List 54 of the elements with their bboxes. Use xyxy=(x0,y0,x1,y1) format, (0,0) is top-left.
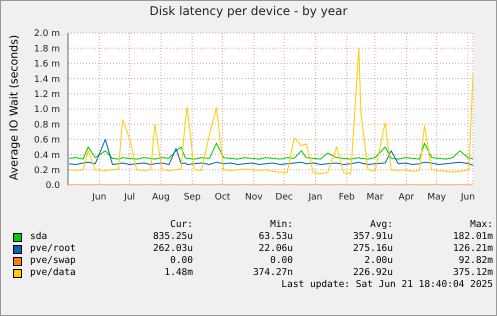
line-series xyxy=(68,138,473,166)
text: 92.82m xyxy=(458,255,493,267)
text: Min: xyxy=(269,219,293,231)
y-tick-label: 1.2 m xyxy=(34,90,60,100)
text: 22.06u xyxy=(258,243,293,255)
text: 374.27n xyxy=(252,267,293,279)
legend-label: pve/root xyxy=(30,243,76,255)
x-tick-label: May xyxy=(427,192,447,202)
text: 126.21m xyxy=(452,243,493,255)
y-tick-label: 1.4 m xyxy=(34,74,60,85)
x-tick-label: Jun xyxy=(460,192,475,202)
y-tick-label: 0.4 m xyxy=(34,150,60,161)
text: Cur: xyxy=(169,219,193,231)
text: 375.12m xyxy=(452,267,493,279)
x-tick-label: Nov xyxy=(245,192,264,202)
legend-label: sda xyxy=(30,231,48,243)
text: 1.48m xyxy=(163,267,193,279)
chart-title: Disk latency per device - by year xyxy=(148,4,348,18)
y-axis-title: Average IO Wait (seconds) xyxy=(8,34,20,182)
y-tick-label: 1.6 m xyxy=(34,60,60,70)
y-tick-label: 0.8 m xyxy=(34,120,60,130)
x-tick-label: Feb xyxy=(338,192,356,202)
text: 262.03u xyxy=(152,243,193,255)
y-tick-label: 1.8 m xyxy=(34,44,60,54)
legend-label: pve/data xyxy=(30,267,76,279)
text: 226.92u xyxy=(352,267,393,279)
y-tick-label: 0.2 m xyxy=(34,166,60,176)
y-tick-label: 0.0 xyxy=(46,181,60,192)
text: Avg: xyxy=(369,219,393,231)
text: 0.00 xyxy=(169,255,193,267)
text: 835.25u xyxy=(152,231,193,243)
text: Last update: Sat Jun 21 18:40:04 2025 xyxy=(280,279,493,291)
x-tick-label: Jan xyxy=(308,192,322,202)
text: 275.16u xyxy=(352,243,393,255)
text: 63.53u xyxy=(258,231,293,243)
x-tick-label: Jul xyxy=(123,192,136,202)
text: 357.91u xyxy=(352,231,393,243)
x-tick-label: Jun xyxy=(91,192,106,202)
text: 2.00u xyxy=(363,255,393,267)
text: 0.00 xyxy=(269,255,293,267)
x-tick-label: Mar xyxy=(366,192,384,202)
line-series xyxy=(68,142,473,160)
y-tick-label: 2.0 m xyxy=(34,29,60,40)
x-tick-label: Apr xyxy=(398,192,414,202)
x-tick-label: Aug xyxy=(152,192,170,202)
y-tick-label: 1.0 m xyxy=(34,105,60,116)
legend-label: pve/swap xyxy=(30,255,76,267)
text: Max: xyxy=(469,219,493,231)
x-tick-label: Oct xyxy=(214,192,231,202)
line-series xyxy=(68,48,473,174)
y-tick-label: 0.6 m xyxy=(34,136,60,146)
x-tick-label: Sep xyxy=(184,192,201,202)
text: 182.01m xyxy=(452,231,493,243)
x-tick-label: Dec xyxy=(275,192,293,202)
